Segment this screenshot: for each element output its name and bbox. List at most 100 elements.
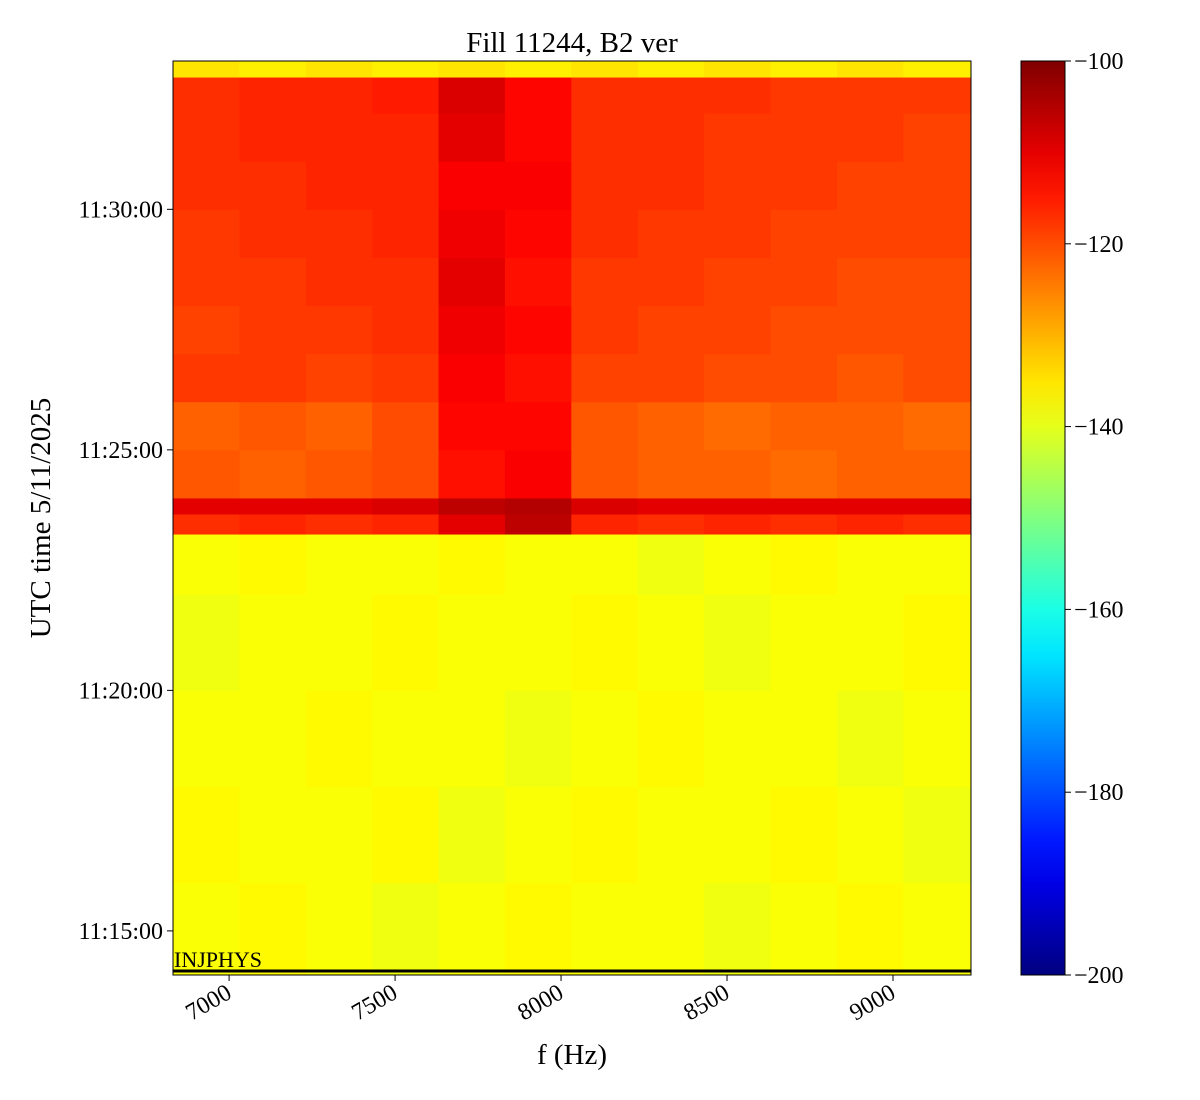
heatmap-cell — [571, 209, 639, 258]
heatmap-cell — [173, 786, 240, 884]
heatmap-cell — [504, 690, 572, 788]
heatmap-cell — [305, 209, 373, 258]
heatmap-cell — [571, 77, 639, 114]
heatmap-cell — [173, 113, 240, 162]
heatmap-cell — [770, 353, 838, 403]
heatmap-cell — [637, 161, 705, 210]
heatmap-cell — [903, 449, 972, 499]
heatmap-cell — [305, 61, 373, 78]
heatmap-cell — [704, 401, 772, 451]
heatmap-cell — [239, 257, 307, 307]
heatmap-cell — [704, 61, 772, 78]
heatmap-cell — [504, 113, 572, 162]
heatmap-cell — [770, 209, 838, 258]
heatmap-cell — [637, 449, 705, 499]
heatmap-cell — [305, 161, 373, 210]
heatmap-cell — [571, 786, 639, 884]
colorbar-tick-label: −180 — [1074, 780, 1124, 806]
heatmap-cell — [836, 690, 904, 788]
heatmap-cell — [438, 257, 506, 307]
heatmap-cell — [438, 534, 506, 595]
heatmap-cell — [836, 497, 904, 515]
heatmap-cell — [637, 401, 705, 451]
heatmap-cell — [571, 534, 639, 595]
heatmap-cell — [903, 113, 972, 162]
heatmap-cell — [836, 513, 904, 535]
heatmap-cell — [305, 690, 373, 788]
x-tick-label: 8000 — [513, 980, 568, 1027]
heatmap-cell — [239, 786, 307, 884]
x-tick-label: 9000 — [845, 980, 900, 1027]
heatmap-cell — [836, 882, 904, 976]
heatmap-cell — [770, 305, 838, 355]
heatmap-cell — [305, 305, 373, 355]
heatmap-cell — [504, 513, 572, 535]
heatmap-cell — [239, 882, 307, 976]
heatmap-cell — [704, 77, 772, 114]
heatmap-cell — [836, 61, 904, 78]
heatmap-cell — [239, 449, 307, 499]
heatmap-cell — [770, 257, 838, 307]
heatmap-cell — [438, 161, 506, 210]
heatmap-cell — [836, 449, 904, 499]
heatmap-cell — [571, 449, 639, 499]
heatmap-cell — [836, 594, 904, 691]
heatmap-cell — [571, 690, 639, 788]
heatmap-cell — [836, 209, 904, 258]
heatmap-cell — [637, 513, 705, 535]
heatmap-cell — [504, 353, 572, 403]
x-tick-label: 7000 — [182, 980, 237, 1027]
heatmap-cell — [571, 353, 639, 403]
heatmap-cell — [903, 209, 972, 258]
heatmap-cell — [704, 786, 772, 884]
heatmap-cell — [704, 113, 772, 162]
heatmap-cell — [173, 209, 240, 258]
heatmap-cell — [239, 401, 307, 451]
chart-title: Fill 11244, B2 ver — [466, 27, 678, 59]
heatmap-cell — [571, 513, 639, 535]
heatmap-cell — [438, 690, 506, 788]
heatmap-cell — [704, 209, 772, 258]
heatmap-cell — [438, 113, 506, 162]
heatmap-cell — [637, 353, 705, 403]
y-tick-label: 11:20:00 — [79, 678, 163, 704]
heatmap — [173, 61, 972, 976]
heatmap-cell — [239, 113, 307, 162]
heatmap-cell — [836, 161, 904, 210]
heatmap-cell — [372, 690, 440, 788]
y-tick-label: 11:25:00 — [79, 438, 163, 464]
heatmap-cell — [305, 113, 373, 162]
heatmap-cell — [637, 786, 705, 884]
heatmap-cell — [903, 882, 972, 976]
heatmap-cell — [571, 257, 639, 307]
heatmap-cell — [637, 209, 705, 258]
heatmap-cell — [504, 61, 572, 78]
heatmap-cell — [438, 353, 506, 403]
heatmap-cell — [571, 161, 639, 210]
heatmap-cell — [372, 449, 440, 499]
heatmap-cell — [438, 882, 506, 976]
heatmap-cell — [637, 534, 705, 595]
heatmap-cell — [504, 305, 572, 355]
heatmap-cell — [637, 690, 705, 788]
heatmap-cell — [372, 401, 440, 451]
heatmap-cell — [903, 161, 972, 210]
heatmap-cell — [372, 113, 440, 162]
heatmap-cell — [239, 353, 307, 403]
x-axis-label: f (Hz) — [537, 1039, 607, 1071]
heatmap-cell — [438, 786, 506, 884]
heatmap-cell — [173, 61, 240, 78]
heatmap-cell — [305, 497, 373, 515]
heatmap-cell — [903, 257, 972, 307]
x-tick-label: 8500 — [679, 980, 734, 1027]
heatmap-cell — [239, 497, 307, 515]
plot-frame — [172, 60, 972, 976]
heatmap-cell — [305, 353, 373, 403]
heatmap-cell — [704, 513, 772, 535]
heatmap-cell — [438, 449, 506, 499]
heatmap-cell — [770, 594, 838, 691]
heatmap-cell — [836, 786, 904, 884]
heatmap-cell — [704, 690, 772, 788]
heatmap-cell — [173, 534, 240, 595]
